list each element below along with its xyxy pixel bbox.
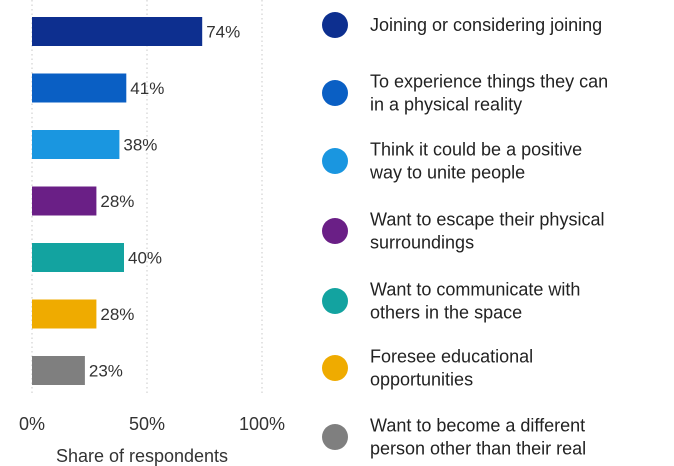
bar-value-label-5: 28%	[100, 305, 134, 324]
legend-item-5: Foresee educational opportunities	[322, 347, 533, 390]
legend-label-6-0: Want to become a different	[370, 416, 585, 436]
legend: Joining or considering joining To experie…	[322, 12, 608, 459]
bar-value-label-2: 38%	[123, 136, 157, 155]
legend-label-4-0: Want to communicate with	[370, 280, 580, 300]
bar-0	[32, 17, 203, 46]
bar-value-label-1: 41%	[130, 79, 164, 98]
legend-label-2-0: Think it could be a positive	[370, 140, 582, 160]
legend-marker-2	[322, 148, 348, 174]
legend-label-3-1: surroundings	[370, 233, 474, 253]
bar-value-label-6: 23%	[89, 362, 123, 381]
legend-marker-6	[322, 424, 348, 450]
bar-value-label-3: 28%	[100, 192, 134, 211]
legend-item-2: Think it could be a positive way to unite…	[322, 140, 582, 183]
legend-label-3-0: Want to escape their physical	[370, 210, 604, 230]
x-tick-label-0: 0%	[19, 414, 45, 434]
x-axis-title: Share of respondents	[56, 446, 228, 466]
legend-label-6-1: person other than their real	[370, 439, 586, 459]
legend-item-1: To experience things they can in a physic…	[322, 72, 608, 115]
bar-3	[32, 186, 97, 216]
legend-marker-1	[322, 80, 348, 106]
x-tick-label-1: 50%	[129, 414, 165, 434]
bar-5	[32, 299, 97, 329]
legend-label-4-1: others in the space	[370, 303, 522, 323]
legend-item-0: Joining or considering joining	[322, 12, 602, 38]
bar-6	[32, 356, 85, 385]
legend-label-5-0: Foresee educational	[370, 347, 533, 367]
x-axis: 0% 50% 100%	[19, 414, 285, 434]
bar-1	[32, 73, 127, 103]
legend-label-0-0: Joining or considering joining	[370, 15, 602, 35]
bar-value-label-0: 74%	[206, 23, 240, 42]
legend-marker-4	[322, 288, 348, 314]
legend-marker-5	[322, 355, 348, 381]
legend-label-1-1: in a physical reality	[370, 95, 522, 115]
bar-2	[32, 130, 120, 159]
bar-4	[32, 243, 124, 272]
legend-marker-0	[322, 12, 348, 38]
legend-label-1-0: To experience things they can	[370, 72, 608, 92]
legend-item-6: Want to become a different person other t…	[322, 416, 586, 459]
legend-item-4: Want to communicate with others in the sp…	[322, 280, 580, 323]
bars: 74% 41% 38% 28% 40% 28% 23%	[32, 17, 240, 385]
legend-item-3: Want to escape their physical surrounding…	[322, 210, 604, 253]
x-tick-label-2: 100%	[239, 414, 285, 434]
bar-value-label-4: 40%	[128, 249, 162, 268]
legend-label-2-1: way to unite people	[369, 163, 525, 183]
legend-marker-3	[322, 218, 348, 244]
legend-label-5-1: opportunities	[370, 370, 473, 390]
